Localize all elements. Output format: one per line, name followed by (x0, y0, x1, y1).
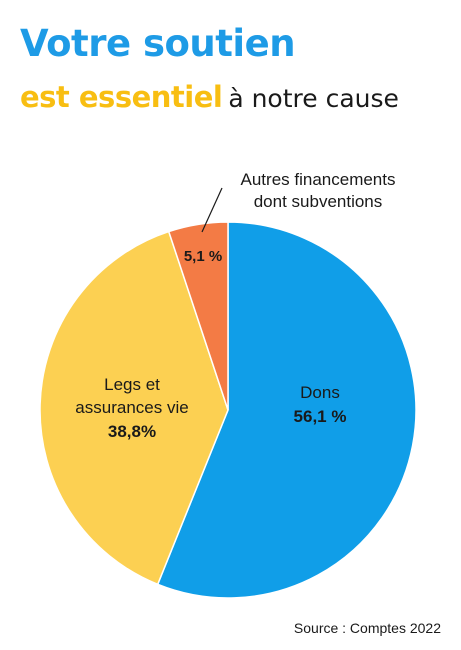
slice-autres (167, 221, 229, 411)
slice-value-autres: 5,1 % (184, 248, 222, 265)
slice-label-legs-line2: assurances vie (75, 398, 188, 417)
title-emphasis: est essentiel (20, 80, 223, 114)
slice-value-dons: 56,1 % (294, 407, 347, 426)
page-title: Votre soutien (20, 22, 296, 65)
leader-line-autres (201, 187, 223, 233)
source-note: Source : Comptes 2022 (293, 620, 441, 636)
slice-legs (39, 230, 229, 586)
slice-label-autres-line1: Autres financements (241, 170, 396, 189)
slice-label-autres-line2: dont subventions (254, 192, 383, 211)
title-line2: est essentiel à notre cause (20, 80, 399, 114)
title-line1: Votre soutien (20, 22, 296, 65)
slice-dons (156, 221, 417, 599)
slice-label-legs-line1: Legs et (104, 375, 160, 394)
slice-value-legs: 38,8% (108, 422, 156, 441)
slice-label-dons: Dons (300, 383, 340, 402)
title-rest: à notre cause (228, 84, 399, 113)
